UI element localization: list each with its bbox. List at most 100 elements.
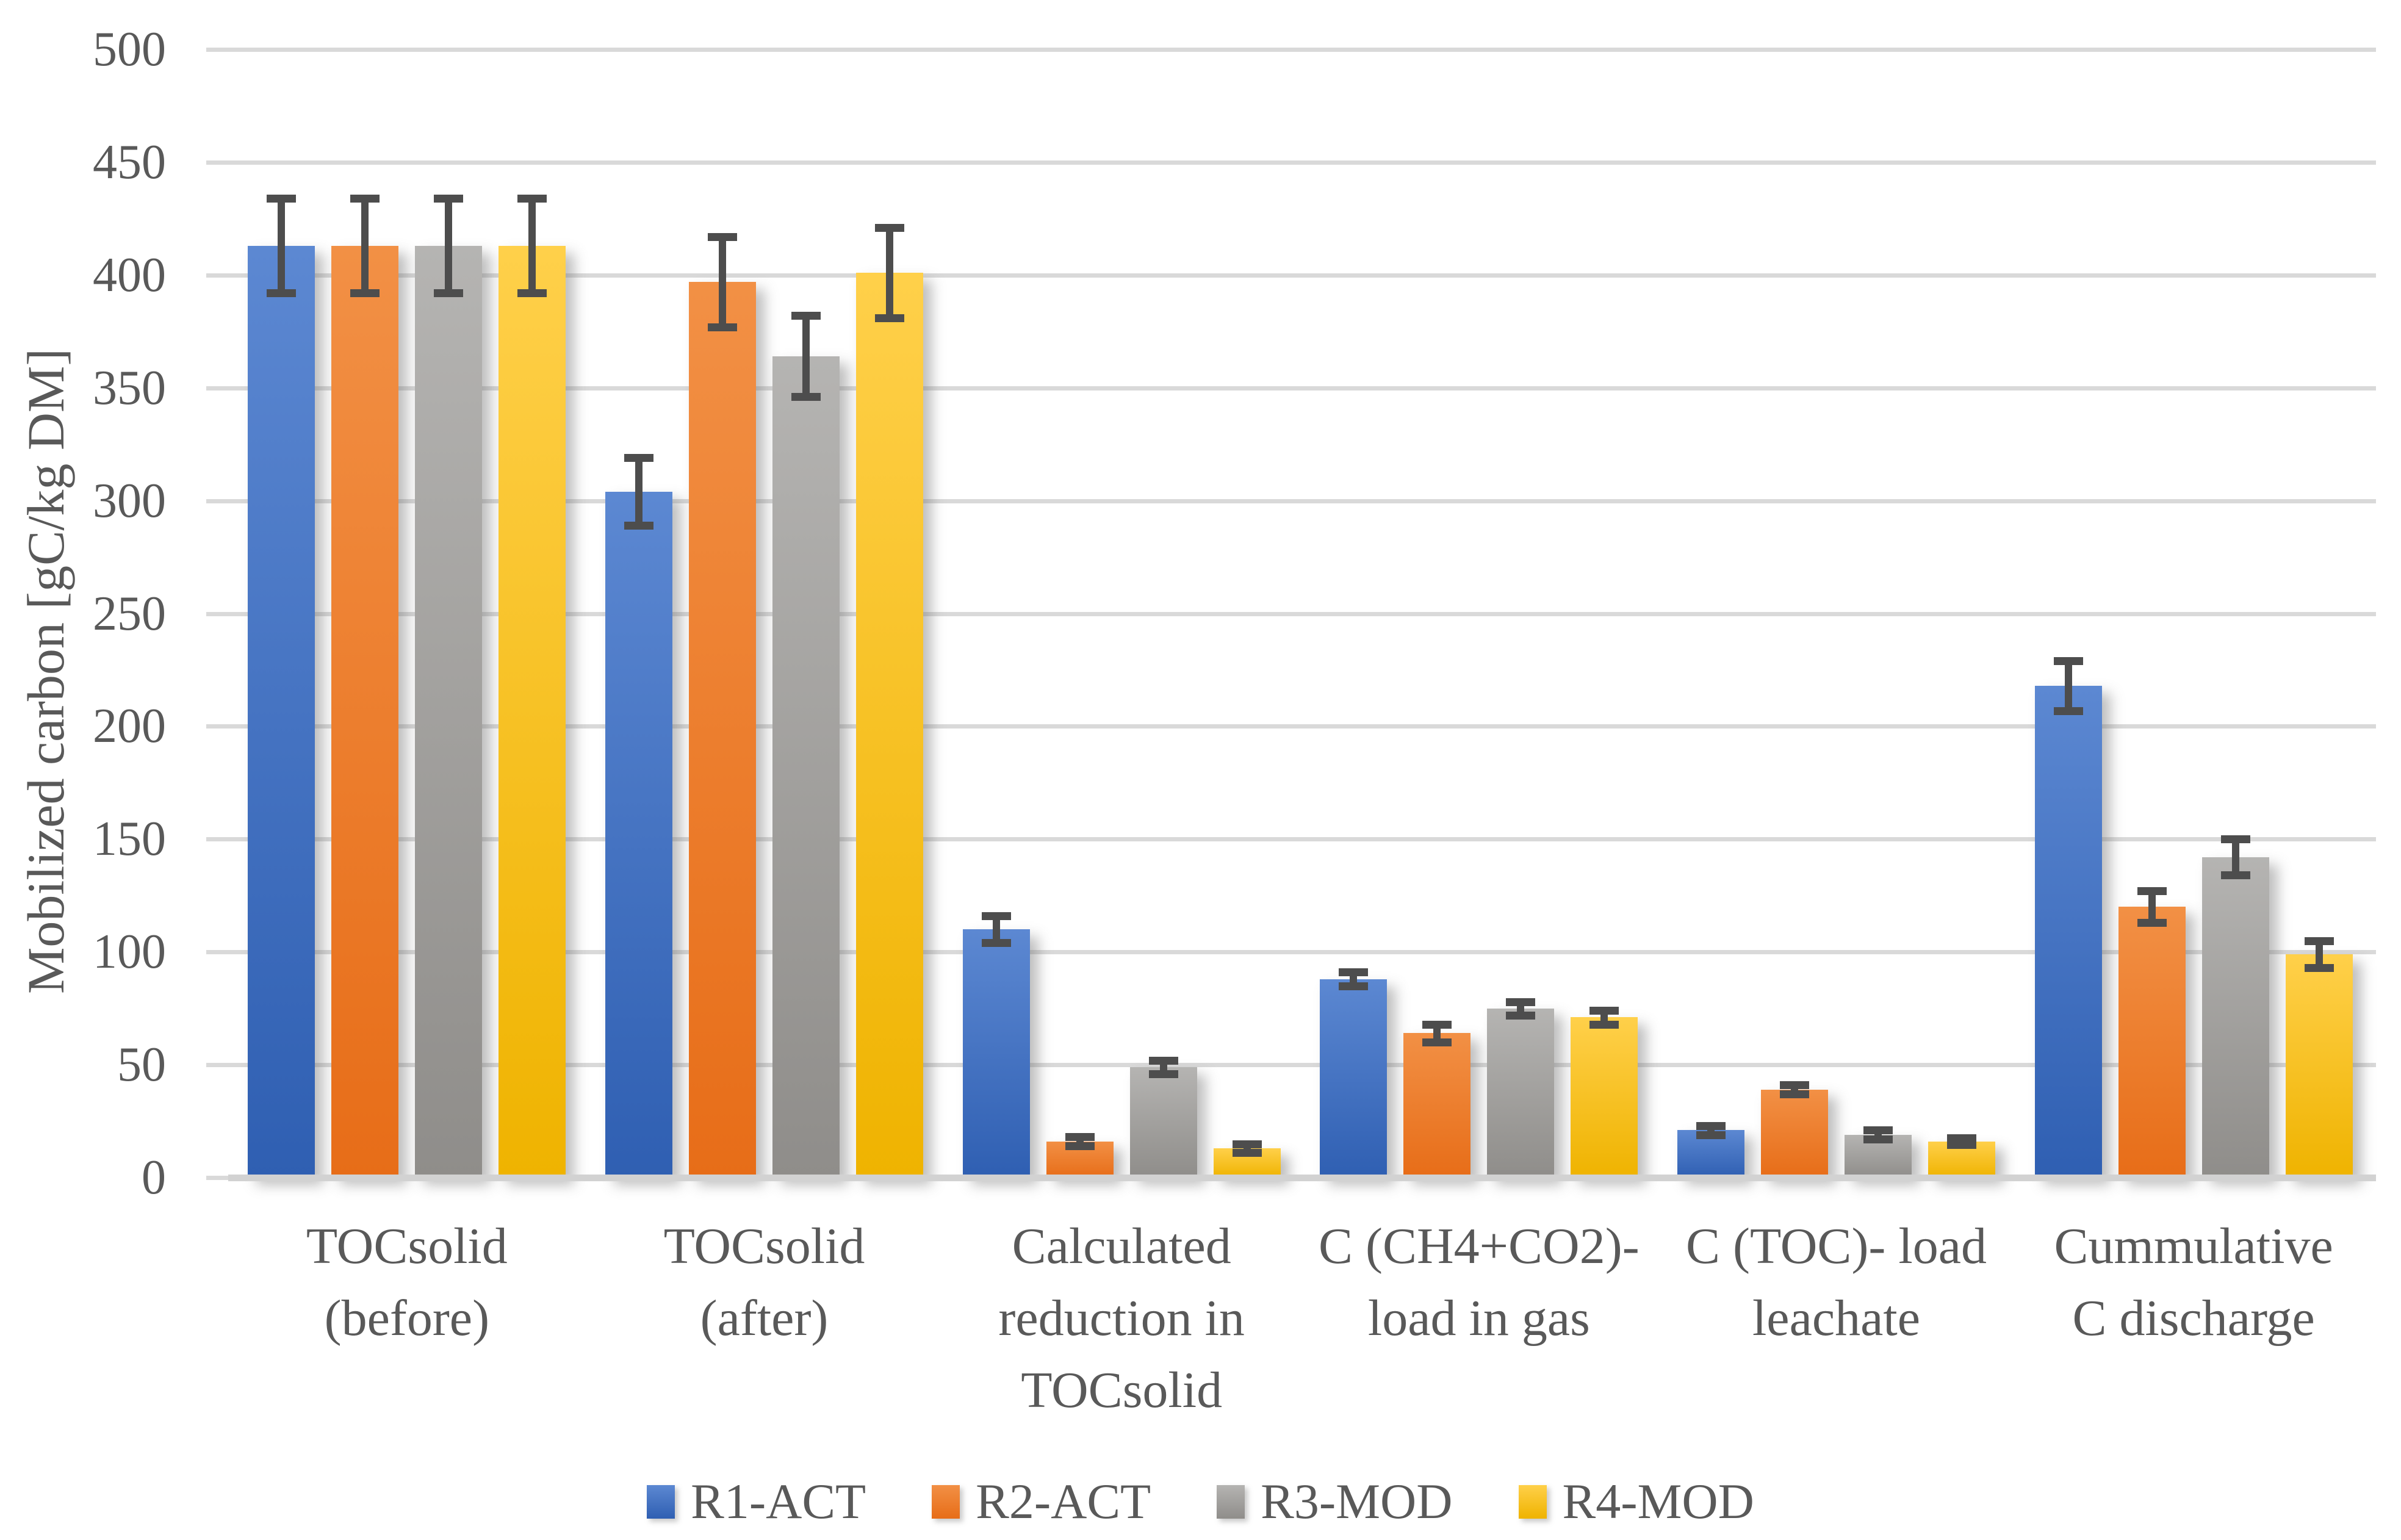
y-tick-label-250: 250 [93, 586, 166, 641]
bar-r4-mod-group2 [856, 273, 923, 1178]
gridline-250 [228, 611, 2376, 616]
bar-r2-act-group5 [1761, 1089, 1828, 1178]
legend-label: R3-MOD [1261, 1473, 1453, 1529]
error-bar-cap-bottom [1780, 1090, 1809, 1099]
gridline-400 [228, 273, 2376, 278]
x-category-label-5: C (TOC)- load leachate [1654, 1211, 2020, 1355]
error-bar-r4-mod-group6 [2315, 940, 2323, 968]
error-bar-cap-bottom [1506, 1011, 1536, 1020]
error-bar-cap-bottom [2304, 964, 2334, 973]
error-bar-cap-top [1506, 998, 1536, 1006]
x-category-label-line: reduction in [998, 1290, 1245, 1347]
y-axis-tick-500 [206, 48, 228, 52]
error-bar-cap-bottom [1148, 1070, 1178, 1078]
x-category-label-line: (before) [324, 1290, 490, 1347]
error-bar-cap-bottom [708, 323, 737, 331]
legend-marker-icon [1217, 1484, 1245, 1519]
gridline-150 [228, 837, 2376, 842]
error-bar-cap-top [708, 232, 737, 241]
error-bar-cap-bottom [2137, 919, 2167, 927]
error-bar-cap-top [350, 195, 380, 203]
x-category-label-line: (after) [700, 1290, 829, 1347]
error-bar-cap-bottom [1065, 1142, 1095, 1151]
error-bar-cap-bottom [1339, 982, 1369, 990]
y-axis-tick-0 [206, 1176, 228, 1180]
error-bar-cap-bottom [981, 939, 1011, 948]
y-axis-title: Mobilized carbon [gC/kg DM] [16, 348, 75, 995]
error-bar-cap-bottom [1589, 1020, 1619, 1029]
y-axis-tick-300 [206, 498, 228, 503]
y-tick-label-500: 500 [93, 23, 166, 76]
error-bar-cap-bottom [2053, 707, 2083, 715]
bar-r2-act-group6 [2118, 907, 2186, 1178]
error-bar-r2-act-group6 [2148, 891, 2156, 923]
error-bar-cap-bottom [875, 314, 904, 323]
gridline-200 [228, 724, 2376, 729]
x-category-label-line: TOCsolid [1021, 1362, 1223, 1419]
error-bar-cap-top [517, 195, 547, 203]
y-axis-tick-350 [206, 386, 228, 390]
error-bar-cap-top [2137, 887, 2167, 896]
legend-marker-icon [932, 1484, 960, 1519]
error-bar-r3-mod-group1 [445, 198, 453, 293]
x-category-label-line: leachate [1752, 1290, 1921, 1347]
bar-r4-mod-group4 [1571, 1017, 1638, 1178]
y-axis-tick-150 [206, 837, 228, 842]
x-category-label-4: C (CH4+CO2)- load in gas [1296, 1211, 1662, 1355]
error-bar-cap-bottom [350, 289, 380, 298]
legend-label: R4-MOD [1562, 1473, 1754, 1529]
error-bar-r3-mod-group6 [2231, 839, 2239, 876]
error-bar-r1-act-group1 [278, 198, 286, 293]
x-category-label-line: TOCsolid [306, 1218, 508, 1275]
bar-r3-mod-group4 [1487, 1008, 1555, 1178]
error-bar-cap-top [791, 312, 821, 320]
x-category-label-line: Calculated [1012, 1218, 1231, 1275]
y-tick-label-400: 400 [93, 248, 166, 302]
error-bar-cap-top [267, 195, 297, 203]
x-category-label-6: Cummulative C discharge [2010, 1211, 2377, 1355]
error-bar-r4-mod-group1 [528, 198, 536, 293]
legend-label: R1-ACT [691, 1473, 866, 1529]
error-bar-cap-top [1863, 1126, 1893, 1135]
x-axis-line [228, 1175, 2376, 1181]
error-bar-cap-top [2220, 835, 2250, 844]
error-bar-r3-mod-group2 [802, 315, 810, 397]
error-bar-cap-bottom [624, 522, 653, 530]
y-tick-label-50: 50 [117, 1038, 166, 1092]
gridline-350 [228, 386, 2376, 390]
error-bar-cap-top [1148, 1056, 1178, 1065]
bar-r1-act-group3 [962, 929, 1030, 1178]
legend-item-r2-act: R2-ACT [932, 1477, 1151, 1527]
y-axis-tick-250 [206, 611, 228, 616]
legend-marker-icon [1518, 1484, 1547, 1519]
x-category-label-line: C (TOC)- load [1685, 1218, 1987, 1275]
error-bar-cap-top [1232, 1140, 1262, 1148]
gridline-50 [228, 1063, 2376, 1068]
error-bar-r2-act-group1 [361, 198, 369, 293]
bar-r3-mod-group2 [772, 356, 840, 1178]
x-category-label-2: TOCsolid (after) [581, 1211, 948, 1355]
x-category-label-line: C (CH4+CO2)- [1318, 1218, 1640, 1275]
legend-marker-icon [647, 1484, 675, 1519]
error-bar-cap-bottom [517, 289, 547, 298]
error-bar-cap-bottom [791, 393, 821, 401]
error-bar-cap-top [434, 195, 464, 203]
error-bar-cap-top [875, 224, 904, 232]
y-tick-label-350: 350 [93, 361, 166, 415]
error-bar-cap-bottom [1232, 1149, 1262, 1157]
x-category-label-line: load in gas [1367, 1290, 1590, 1347]
bar-r3-mod-group3 [1129, 1067, 1197, 1178]
error-bar-cap-top [1696, 1121, 1726, 1130]
error-bar-cap-top [1780, 1081, 1809, 1090]
bar-r4-mod-group1 [499, 245, 566, 1178]
error-bar-r4-mod-group2 [886, 228, 893, 318]
legend-item-r3-mod: R3-MOD [1217, 1473, 1453, 1529]
bar-r1-act-group1 [248, 245, 315, 1178]
error-bar-cap-top [1947, 1134, 1976, 1143]
error-bar-r1-act-group2 [635, 458, 643, 526]
bar-r1-act-group2 [605, 491, 672, 1178]
error-bar-cap-bottom [1696, 1131, 1726, 1139]
bar-r2-act-group1 [331, 245, 399, 1178]
error-bar-cap-top [1065, 1133, 1095, 1142]
